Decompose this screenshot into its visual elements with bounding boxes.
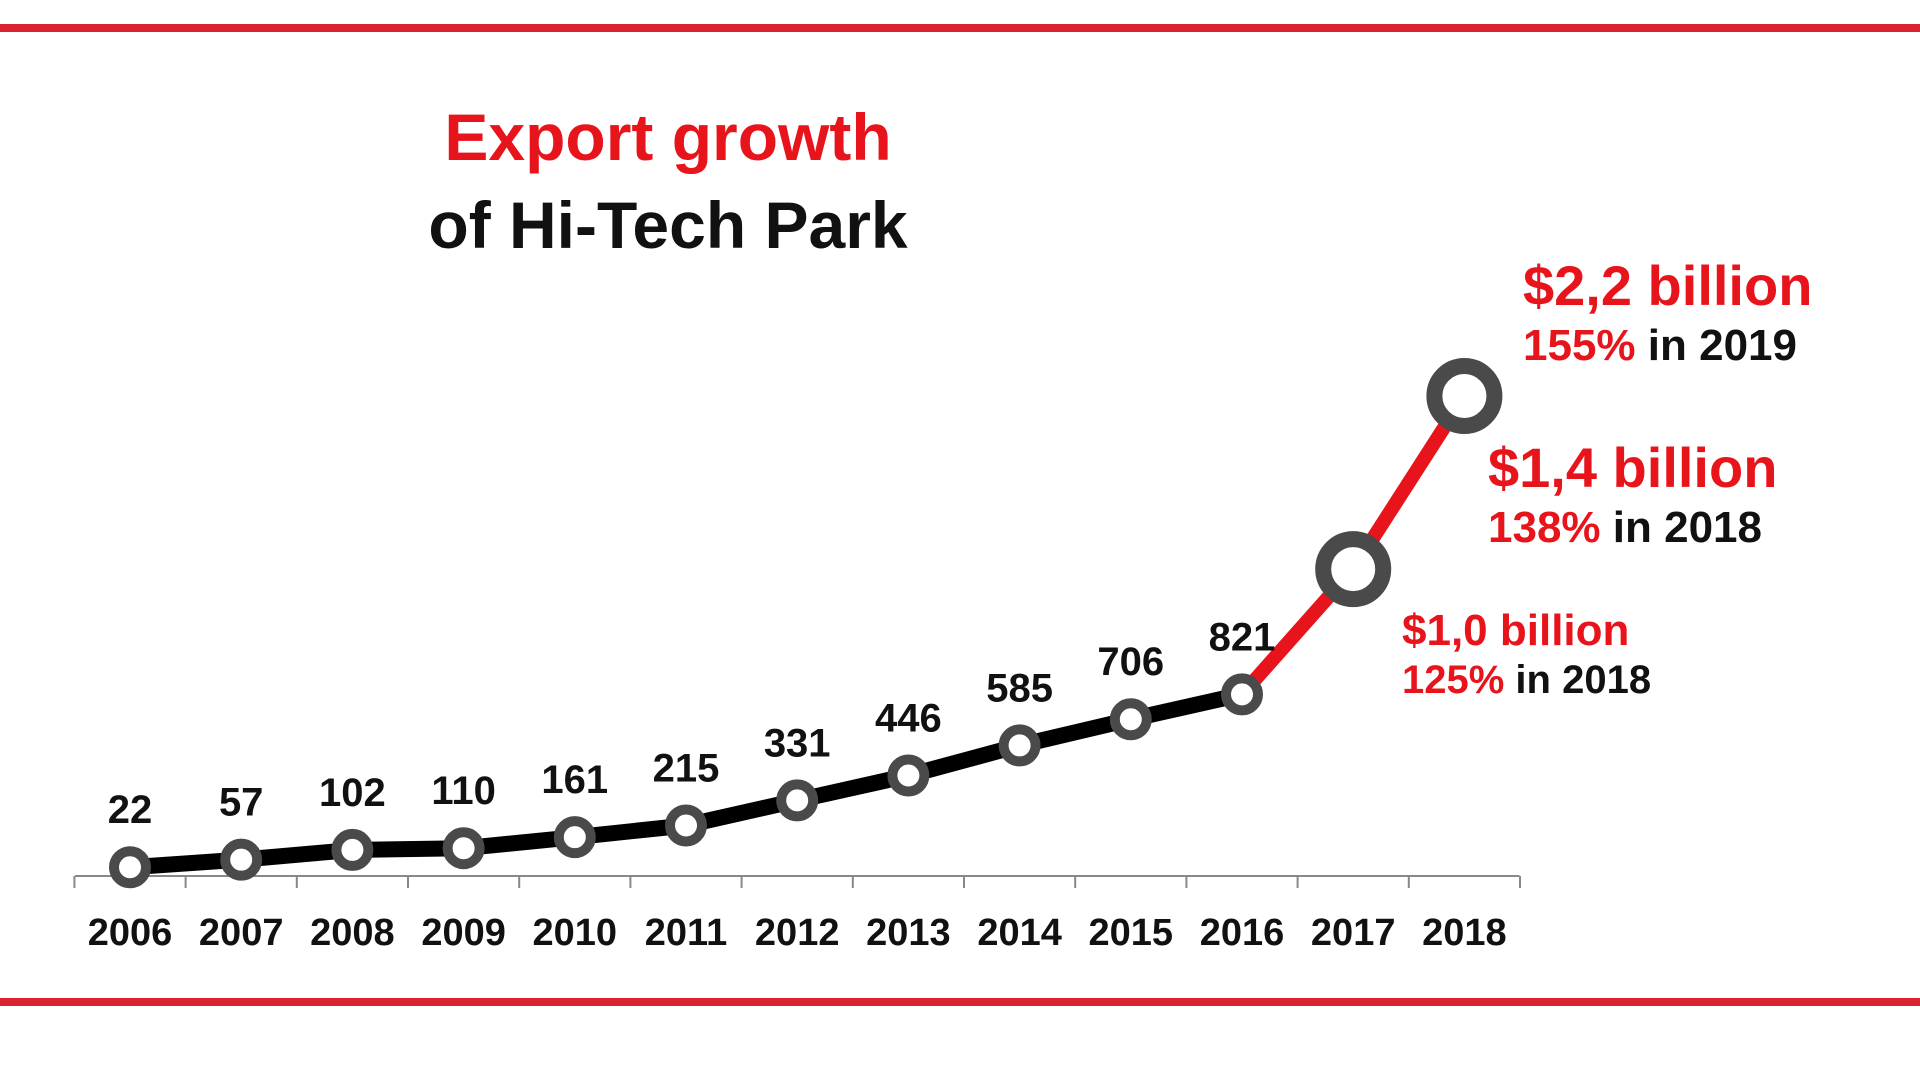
x-tick-label: 2014: [977, 912, 1062, 954]
annotation-2018-b: $1,0 billion 125% in 2018: [1402, 606, 1651, 702]
annotation-detail-2019: 155% in 2019: [1523, 321, 1797, 370]
data-value-label: 161: [541, 758, 608, 802]
data-point: [887, 754, 930, 797]
x-tick-label: 2008: [310, 912, 395, 954]
data-point: [1221, 673, 1263, 716]
annotation-percent-2018-a: 138%: [1488, 503, 1601, 552]
data-value-label: 706: [1097, 640, 1164, 684]
data-value-label: 110: [431, 769, 496, 813]
data-point: [109, 846, 151, 889]
annotation-suffix-2018-a: in 2018: [1601, 503, 1762, 552]
data-point: [331, 828, 374, 871]
annotation-percent-2019: 155%: [1523, 321, 1636, 370]
x-tick-label: 2009: [421, 912, 506, 954]
data-point: [776, 779, 819, 822]
annotation-suffix-2018-b: in 2018: [1504, 658, 1651, 702]
data-point: [442, 827, 485, 870]
x-axis: 2006 2007 2008 2009 2010 2011 2012 2013 2014 2015…: [73, 875, 1521, 954]
chart-title: Export growth: [444, 100, 891, 174]
data-labels: 22 57 102 110 161 215 331 446 585 706 821: [108, 615, 1276, 832]
annotation-amount-2018-b: $1,0 billion: [1402, 606, 1629, 655]
data-value-label: 331: [764, 721, 831, 765]
annotation-2019: $2,2 billion 155% in 2019: [1523, 254, 1812, 370]
data-point: [1315, 531, 1392, 608]
data-point: [665, 804, 707, 847]
bottom-frame-line: [0, 998, 1920, 1006]
chart-subtitle: of Hi-Tech Park: [428, 188, 908, 262]
data-point: [998, 724, 1041, 767]
x-tick-label: 2013: [866, 912, 951, 954]
data-value-label: 215: [653, 746, 720, 790]
data-value-label: 446: [875, 697, 942, 741]
data-value-label: 821: [1209, 615, 1276, 659]
data-point: [1426, 358, 1503, 434]
x-tick-label: 2017: [1311, 912, 1396, 954]
x-tick-label: 2015: [1089, 912, 1174, 954]
x-tick-label: 2007: [199, 912, 284, 954]
x-tick-label: 2011: [645, 912, 727, 954]
data-value-label: 22: [108, 788, 153, 832]
x-tick-label: 2012: [755, 912, 840, 954]
annotation-amount-2019: $2,2 billion: [1523, 254, 1812, 317]
top-frame-line: [0, 24, 1920, 32]
annotation-percent-2018-b: 125%: [1402, 658, 1504, 702]
data-value-label: 57: [219, 781, 264, 825]
data-point: [1109, 698, 1152, 741]
annotation-detail-2018-a: 138% in 2018: [1488, 503, 1762, 552]
annotation-amount-2018-a: $1,4 billion: [1488, 436, 1777, 499]
annotation-detail-2018-b: 125% in 2018: [1402, 658, 1651, 702]
data-point: [553, 816, 596, 859]
x-tick-label: 2006: [88, 912, 173, 954]
annotation-suffix-2019: in 2019: [1636, 321, 1797, 370]
data-point: [220, 838, 263, 881]
data-value-label: 585: [986, 666, 1053, 710]
data-markers: [109, 358, 1503, 889]
x-tick-label: 2016: [1200, 912, 1285, 954]
annotation-2018-a: $1,4 billion 138% in 2018: [1488, 436, 1777, 552]
x-tick-label: 2010: [533, 912, 618, 954]
data-value-label: 102: [319, 771, 386, 815]
x-tick-label: 2018: [1422, 912, 1507, 954]
